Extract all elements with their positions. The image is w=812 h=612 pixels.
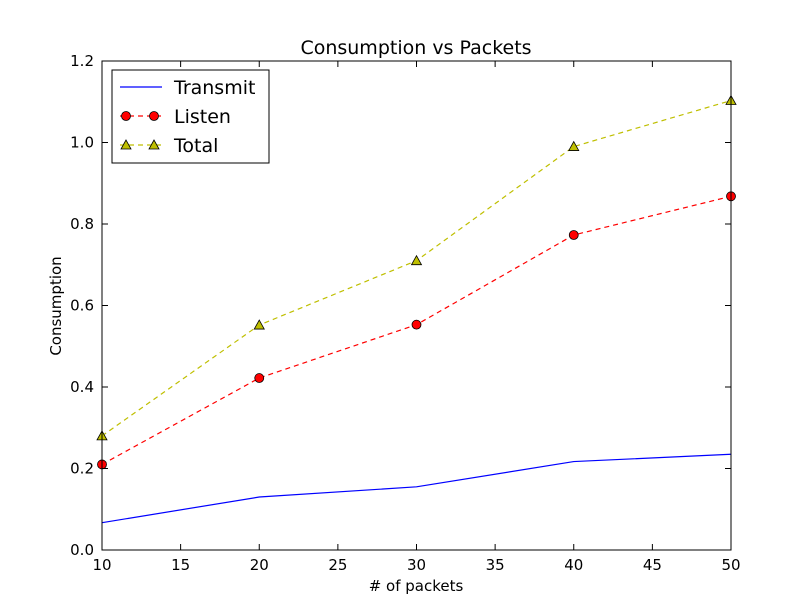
- data-point-listen: [254, 373, 265, 383]
- legend-item-total: Total: [120, 135, 218, 157]
- data-point-listen: [411, 319, 422, 330]
- data-point-total: [568, 140, 580, 151]
- y-tick-label: 1.0: [70, 134, 94, 152]
- y-tick-label: 0.8: [70, 215, 94, 233]
- x-tick-label: 40: [564, 556, 583, 574]
- legend-marker-listen: [121, 111, 131, 121]
- x-tick-label: 30: [407, 556, 426, 574]
- legend-item-transmit: Transmit: [120, 77, 255, 99]
- legend-label-listen: Listen: [174, 106, 231, 128]
- data-point-total: [410, 254, 423, 266]
- legend-marker-total: [148, 139, 160, 150]
- series-line-transmit: [101, 453, 732, 524]
- x-tick-label: 45: [643, 556, 662, 574]
- legend-marker-listen: [149, 111, 159, 121]
- series-transmit: [101, 453, 732, 524]
- y-tick-label: 0.0: [70, 541, 94, 559]
- x-tick-label: 15: [171, 556, 190, 574]
- x-tick-label: 10: [92, 556, 111, 574]
- x-tick-label: 35: [486, 556, 505, 574]
- x-tick-label: 20: [250, 556, 269, 574]
- x-axis-label: # of packets: [369, 577, 464, 595]
- legend-item-listen: Listen: [120, 106, 231, 128]
- legend-label-total: Total: [173, 135, 218, 157]
- y-tick-label: 0.2: [70, 460, 94, 478]
- ticks-layer: 10 15 20 25 30 35 40 45 50 0.0 0.2 0.4 0.6 0.8 1.0 1.2: [70, 52, 740, 574]
- legend-label-transmit: Transmit: [173, 77, 255, 99]
- x-tick-label: 50: [721, 556, 740, 574]
- chart-title: Consumption vs Packets: [300, 37, 531, 59]
- series-total: [96, 94, 737, 441]
- data-point-listen: [568, 230, 579, 240]
- data-point-total: [253, 319, 265, 330]
- x-tick-label: 25: [328, 556, 347, 574]
- y-tick-label: 0.6: [70, 297, 94, 315]
- y-tick-label: 0.4: [70, 378, 94, 396]
- y-axis-label: Consumption: [47, 256, 65, 355]
- y-tick-label: 1.2: [70, 52, 94, 70]
- legend: Transmit Listen Total: [111, 69, 270, 164]
- legend-marker-total: [120, 139, 132, 150]
